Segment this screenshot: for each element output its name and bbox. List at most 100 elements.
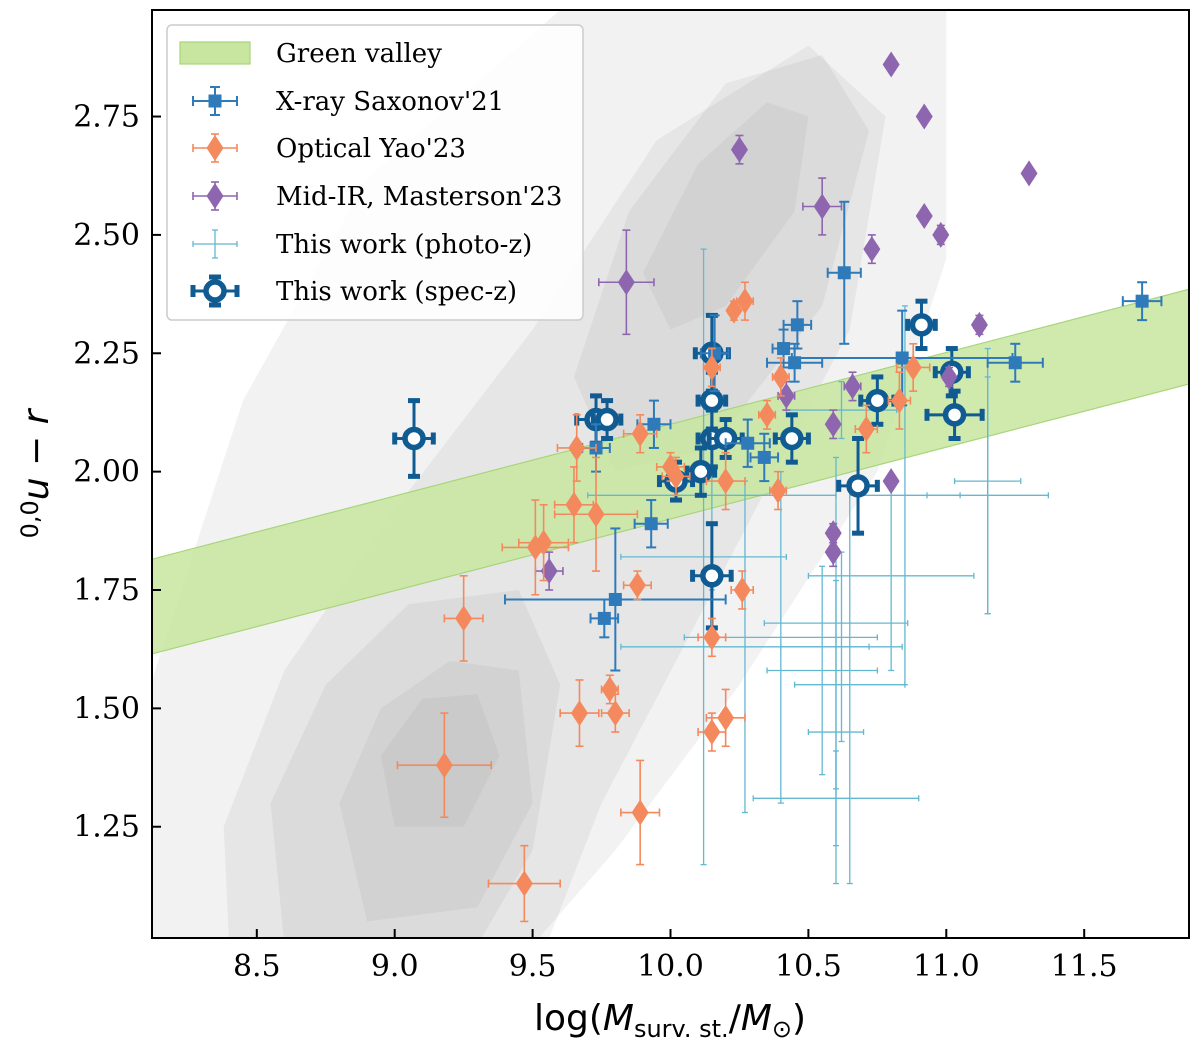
contour-level-6 (642, 102, 809, 330)
marker-diamond (824, 539, 842, 566)
x-tick-label: 9.5 (509, 949, 557, 984)
legend-label: This work (photo-z) (276, 230, 532, 260)
data-point (915, 202, 933, 229)
x-label-slash: / (729, 998, 742, 1039)
data-point (763, 456, 909, 790)
marker-diamond (703, 354, 721, 381)
marker-diamond (730, 136, 748, 163)
marker-diamond (824, 411, 842, 438)
marker-diamond (515, 870, 533, 897)
y-label-sup: 0,0 (16, 500, 44, 538)
marker-circle (865, 388, 890, 413)
marker-circle (700, 388, 724, 413)
marker-square (895, 351, 909, 365)
data-series (392, 51, 1163, 923)
data-point (749, 432, 780, 483)
marker-diamond (601, 676, 619, 703)
data-point (771, 357, 790, 397)
marker-diamond (882, 51, 900, 78)
marker-circle (780, 426, 804, 451)
legend-marker-diamond (206, 183, 224, 209)
legend-frame (166, 24, 584, 321)
marker-diamond (769, 477, 787, 504)
marker-diamond (844, 373, 862, 400)
marker-diamond (703, 624, 721, 651)
x-tick-label: 11.5 (1051, 949, 1118, 984)
legend-entry: Green valley (179, 39, 442, 69)
data-point (882, 468, 900, 495)
marker-diamond (725, 297, 743, 324)
marker-square (647, 417, 661, 431)
legend-entry: Mid-IR, Masterson'23 (192, 181, 562, 212)
data-point (924, 388, 985, 441)
x-label-sub2: ⊙ (772, 1015, 792, 1043)
data-point (882, 51, 900, 78)
legend-label: This work (spec-z) (276, 277, 517, 307)
marker-diamond (565, 491, 583, 518)
data-point (986, 342, 1044, 383)
legend-marker-diamond (206, 135, 224, 161)
data-point (504, 527, 727, 672)
x-label-m: M (603, 998, 634, 1039)
marker-diamond (717, 468, 735, 495)
data-point (553, 466, 595, 544)
x-tick-label: 8.5 (233, 949, 281, 984)
marker-diamond (813, 193, 831, 220)
data-point (905, 298, 938, 352)
data-point (600, 674, 619, 705)
legend-entry: This work (photo-z) (192, 229, 532, 260)
marker-diamond (970, 311, 988, 338)
x-label-sub1: surv. st. (634, 1015, 729, 1043)
y-tick-label: 1.50 (73, 691, 140, 726)
marker-square (1135, 294, 1149, 308)
marker-diamond (758, 401, 776, 428)
marker-circle (595, 407, 619, 432)
data-point (730, 134, 748, 165)
data-point (396, 712, 493, 819)
marker-circle (402, 426, 426, 451)
marker-diamond (703, 719, 721, 746)
data-point (622, 570, 652, 601)
y-tick-label: 2.50 (73, 218, 140, 253)
x-tick-label: 11.0 (913, 949, 980, 984)
marker-circle (689, 459, 713, 484)
data-point (766, 565, 878, 776)
data-point (824, 409, 842, 440)
data-point (887, 371, 912, 430)
data-point (730, 570, 755, 610)
marker-diamond (824, 520, 842, 547)
data-point (597, 229, 655, 336)
legend-marker-square (208, 94, 222, 108)
marker-diamond (667, 463, 685, 490)
data-point (953, 347, 1022, 615)
marker-square (790, 318, 804, 332)
data-point (772, 412, 811, 465)
marker-square (608, 592, 622, 606)
marker-square (757, 450, 771, 464)
marker-diamond (772, 363, 790, 390)
marker-square (788, 356, 802, 370)
x-label-post: ) (792, 998, 806, 1039)
data-point (697, 712, 727, 752)
marker-diamond (587, 501, 605, 528)
marker-square (837, 266, 851, 280)
contour-level-3 (270, 590, 561, 938)
marker-diamond (904, 354, 922, 381)
legend-label: Optical Yao'23 (276, 134, 466, 164)
marker-square (597, 611, 611, 625)
series-this-work-photo-z (587, 248, 1049, 885)
marker-circle (846, 474, 870, 498)
data-point (620, 759, 661, 866)
data-point (970, 311, 988, 338)
data-point (932, 221, 950, 248)
data-point (556, 414, 597, 482)
x-axis-label: log(Msurv. st./M⊙) (534, 998, 806, 1043)
marker-diamond (717, 704, 735, 731)
marker-diamond (455, 605, 473, 632)
legend-entry: X-ray Saxonov'21 (192, 86, 504, 117)
data-point (836, 435, 880, 536)
legend-entry: Optical Yao'23 (192, 133, 466, 164)
data-point (702, 347, 721, 388)
data-point (697, 617, 727, 658)
marker-diamond (882, 468, 900, 495)
